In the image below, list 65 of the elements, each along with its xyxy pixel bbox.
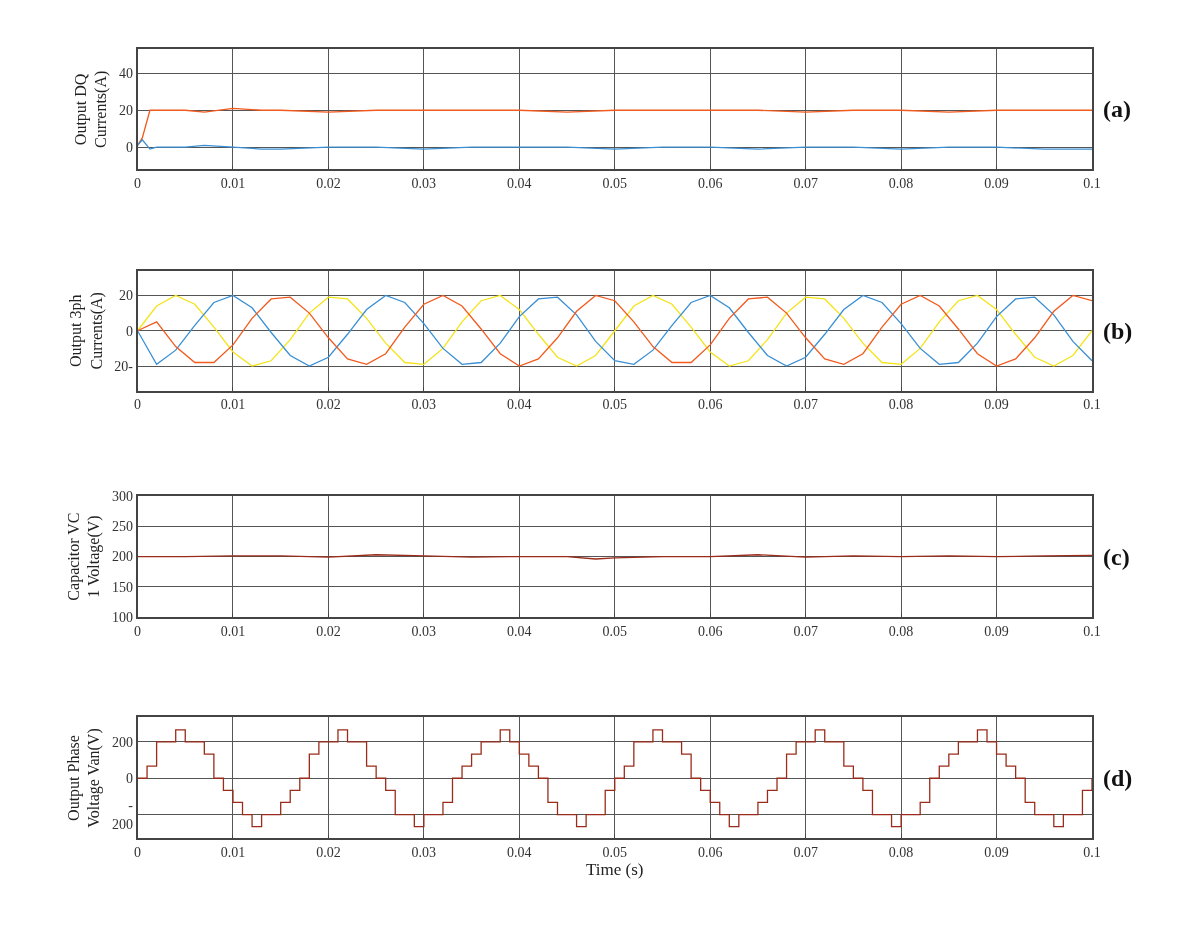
x-tick-label: 0.08: [888, 623, 914, 639]
x-tick-label: 0.03: [411, 845, 437, 861]
x-tick-label: 0.04: [507, 175, 532, 191]
x-tick-label: 0.05: [602, 845, 628, 861]
x-tick-label: 0.1: [1083, 845, 1101, 861]
x-tick-label: 0.06: [697, 845, 723, 861]
y-axis-title: Output DQ Currents(A): [71, 70, 111, 148]
x-tick-label: 0.01: [220, 845, 246, 861]
y-tick-label: 0: [125, 140, 133, 156]
x-tick-label: 0.09: [984, 397, 1009, 413]
x-tick-label: 0.05: [602, 623, 628, 639]
y-tick-label: 20-: [114, 358, 134, 374]
x-tick-label: 0.03: [411, 397, 437, 413]
x-tick-label: 0.07: [793, 397, 818, 413]
x-axis-title: Time (s): [586, 860, 644, 880]
x-tick-label: 0.03: [411, 623, 437, 639]
y-tick-label: 150: [111, 579, 133, 595]
x-tick-label: 0.07: [793, 175, 818, 191]
x-tick-label: 0.08: [888, 175, 914, 191]
x-tick-label: 0.07: [793, 623, 818, 639]
x-tick-label: 0.08: [888, 845, 914, 861]
y-tick-label: 0: [125, 771, 133, 787]
x-tick-label: 0.04: [507, 623, 532, 639]
x-tick-label: 0.03: [411, 175, 437, 191]
x-tick-label: 0.04: [507, 845, 532, 861]
x-tick-label: 0.04: [507, 397, 532, 413]
text: (b): [1103, 318, 1133, 344]
x-tick-label: 0.09: [984, 845, 1009, 861]
x-tick-label: 0.01: [220, 175, 246, 191]
y-tick-label: 250: [111, 519, 133, 535]
text: (a): [1103, 96, 1131, 122]
x-tick-label: 0.02: [316, 397, 341, 413]
x-tick-label: 0.1: [1083, 397, 1101, 413]
x-tick-label: 0.06: [697, 175, 723, 191]
x-tick-label: 0.05: [602, 397, 628, 413]
x-tick-label: 0.05: [602, 175, 628, 191]
x-tick-label: 0.02: [316, 845, 341, 861]
x-tick-label: 0.1: [1083, 175, 1101, 191]
line-series: [137, 294, 1092, 367]
x-tick-label: 0.06: [697, 397, 723, 413]
x-tick-label: 0.1: [1083, 623, 1101, 639]
y-tick-label: - 200: [111, 798, 134, 832]
text: (d): [1103, 765, 1133, 791]
x-tick-label: 0.02: [316, 175, 341, 191]
x-tick-label: 0.07: [793, 845, 818, 861]
y-tick-label: 20: [118, 103, 133, 119]
x-tick-label: 0.09: [984, 175, 1009, 191]
y-axis-title: Output 3ph Currents(A): [66, 292, 106, 370]
line-series: [137, 139, 1092, 150]
x-tick-label: 0.08: [888, 397, 914, 413]
text: (c): [1103, 544, 1130, 570]
y-tick-label: 300: [111, 488, 133, 504]
y-tick-label: 0: [125, 323, 133, 339]
y-axis-title: Output Phase Voltage Van(V): [64, 728, 104, 828]
y-tick-label: 200: [111, 734, 133, 750]
y-axis-title: Capacitor VC 1 Voltage(V): [64, 512, 104, 601]
x-tick-label: 0.01: [220, 623, 246, 639]
x-tick-label: 0.01: [220, 397, 246, 413]
x-tick-label: 0.02: [316, 623, 341, 639]
y-tick-label: 40: [118, 66, 133, 82]
x-tick-label: 0.09: [984, 623, 1009, 639]
y-tick-label: 20: [118, 288, 133, 304]
y-tick-label: 200: [111, 549, 133, 565]
y-tick-label: 100: [111, 609, 133, 625]
x-tick-label: 0.06: [697, 623, 723, 639]
